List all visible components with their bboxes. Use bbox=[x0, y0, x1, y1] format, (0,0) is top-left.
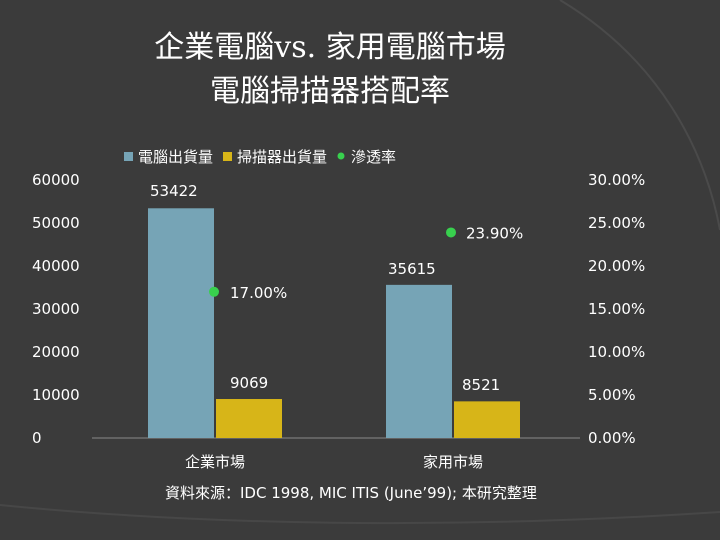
legend-swatch bbox=[223, 152, 232, 161]
y-axis-tick-label: 10000 bbox=[32, 386, 80, 404]
y2-axis-tick-label: 30.00% bbox=[588, 171, 645, 189]
y2-axis-tick-label: 5.00% bbox=[588, 386, 636, 404]
source-note: 資料來源：IDC 1998, MIC ITIS (June’99); 本研究整理 bbox=[165, 484, 537, 502]
legend-label: 掃描器出貨量 bbox=[237, 148, 327, 166]
y-axis-tick-label: 40000 bbox=[32, 257, 80, 275]
y2-axis-tick-label: 15.00% bbox=[588, 300, 645, 318]
y2-axis-tick-label: 20.00% bbox=[588, 257, 645, 275]
bar-data-label: 9069 bbox=[230, 374, 268, 392]
y2-axis-tick-label: 10.00% bbox=[588, 343, 645, 361]
rate-marker bbox=[209, 286, 219, 297]
y-axis-tick-label: 50000 bbox=[32, 214, 80, 232]
y2-axis-tick-label: 25.00% bbox=[588, 214, 645, 232]
category-label: 家用市場 bbox=[423, 453, 483, 471]
legend-label: 電腦出貨量 bbox=[138, 148, 213, 166]
legend-label: 滲透率 bbox=[351, 148, 396, 166]
bar-scanner bbox=[454, 401, 520, 438]
bar-data-label: 53422 bbox=[150, 182, 198, 200]
rate-data-label: 23.90% bbox=[466, 224, 523, 242]
category-label: 企業市場 bbox=[185, 453, 245, 471]
y-axis-tick-label: 30000 bbox=[32, 300, 80, 318]
y-axis-tick-label: 60000 bbox=[32, 171, 80, 189]
y-axis-tick-label: 20000 bbox=[32, 343, 80, 361]
bar-pc bbox=[148, 208, 214, 438]
y2-axis-tick-label: 0.00% bbox=[588, 429, 636, 447]
slide-title: 企業電腦vs. 家用電腦市場 電腦掃描器搭配率 bbox=[0, 26, 660, 114]
rate-marker bbox=[446, 227, 456, 238]
legend-swatch bbox=[124, 152, 133, 161]
rate-data-label: 17.00% bbox=[230, 284, 287, 302]
bar-data-label: 8521 bbox=[462, 376, 500, 394]
bar-pc bbox=[386, 284, 452, 438]
bar-data-label: 35615 bbox=[388, 260, 436, 278]
title-line-1: 企業電腦vs. 家用電腦市場 bbox=[154, 30, 506, 65]
legend-marker-rate bbox=[337, 152, 345, 160]
title-line-2: 電腦掃描器搭配率 bbox=[210, 74, 450, 109]
bar-scanner bbox=[216, 399, 282, 438]
y-axis-tick-label: 0 bbox=[32, 429, 42, 447]
